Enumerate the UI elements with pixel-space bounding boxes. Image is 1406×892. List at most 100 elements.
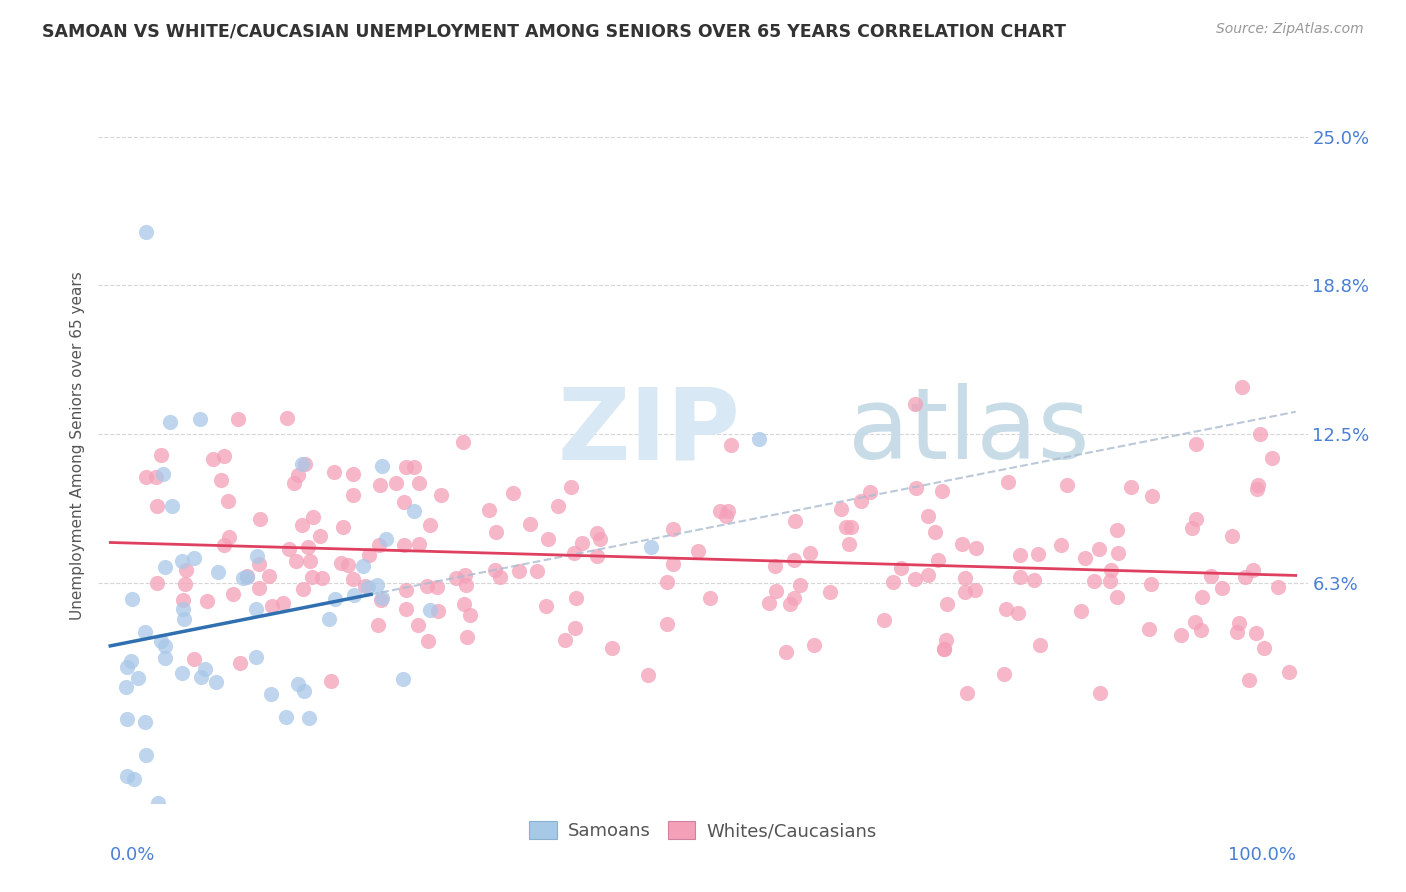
Point	[172, 554, 194, 568]
Point	[637, 668, 659, 682]
Point	[1170, 628, 1192, 642]
Point	[1232, 379, 1254, 393]
Point	[783, 515, 806, 529]
Point	[934, 641, 956, 656]
Point	[709, 504, 731, 518]
Legend: Samoans, Whites/Caucasians: Samoans, Whites/Caucasians	[519, 810, 887, 851]
Point	[188, 411, 211, 425]
Point	[332, 808, 354, 822]
Point	[395, 601, 418, 615]
Point	[115, 681, 138, 695]
Point	[585, 549, 607, 564]
Point	[835, 520, 858, 534]
Point	[820, 585, 842, 599]
Point	[427, 604, 450, 618]
Point	[859, 484, 882, 499]
Point	[207, 566, 229, 580]
Point	[783, 552, 806, 566]
Point	[368, 538, 391, 552]
Point	[717, 504, 740, 518]
Point	[226, 411, 249, 425]
Point	[222, 587, 245, 601]
Point	[779, 598, 801, 612]
Point	[699, 591, 721, 605]
Point	[1022, 573, 1045, 587]
Point	[1222, 528, 1244, 542]
Point	[329, 556, 352, 570]
Point	[155, 639, 177, 653]
Point	[395, 582, 418, 597]
Point	[763, 558, 786, 573]
Point	[247, 581, 270, 595]
Point	[236, 569, 259, 583]
Point	[287, 468, 309, 483]
Point	[1189, 623, 1212, 637]
Point	[562, 546, 585, 560]
Text: 100.0%: 100.0%	[1227, 846, 1296, 863]
Point	[173, 577, 195, 591]
Point	[458, 608, 481, 623]
Point	[419, 517, 441, 532]
Point	[122, 772, 145, 786]
Point	[927, 553, 949, 567]
Point	[1010, 549, 1032, 563]
Point	[714, 508, 737, 523]
Point	[775, 645, 797, 659]
Point	[385, 476, 408, 491]
Point	[1226, 624, 1249, 639]
Point	[195, 593, 218, 607]
Point	[765, 583, 787, 598]
Point	[159, 415, 181, 429]
Point	[274, 709, 297, 723]
Point	[1185, 437, 1208, 451]
Point	[953, 571, 976, 585]
Point	[519, 516, 541, 531]
Y-axis label: Unemployment Among Seniors over 65 years: Unemployment Among Seniors over 65 years	[70, 272, 86, 620]
Point	[318, 612, 340, 626]
Point	[783, 591, 806, 605]
Point	[160, 499, 183, 513]
Point	[367, 618, 389, 632]
Point	[1267, 580, 1289, 594]
Point	[170, 665, 193, 680]
Point	[1278, 665, 1301, 679]
Point	[301, 509, 323, 524]
Point	[917, 509, 939, 524]
Point	[301, 570, 323, 584]
Point	[662, 522, 685, 536]
Point	[1105, 523, 1128, 537]
Point	[357, 580, 380, 594]
Point	[245, 602, 267, 616]
Point	[456, 578, 478, 592]
Point	[655, 617, 678, 632]
Point	[993, 666, 1015, 681]
Point	[297, 540, 319, 554]
Point	[931, 483, 953, 498]
Point	[426, 580, 449, 594]
Point	[1191, 590, 1213, 604]
Point	[311, 571, 333, 585]
Point	[146, 796, 169, 810]
Point	[134, 624, 156, 639]
Point	[554, 633, 576, 648]
Point	[309, 529, 332, 543]
Point	[277, 542, 299, 557]
Point	[1233, 570, 1256, 584]
Point	[394, 538, 416, 552]
Point	[453, 434, 475, 449]
Point	[404, 459, 426, 474]
Point	[229, 656, 252, 670]
Point	[342, 467, 364, 481]
Point	[343, 589, 366, 603]
Point	[1121, 480, 1143, 494]
Point	[117, 712, 139, 726]
Point	[564, 621, 586, 635]
Point	[1227, 616, 1250, 631]
Point	[1029, 638, 1052, 652]
Point	[953, 584, 976, 599]
Point	[260, 599, 283, 614]
Point	[560, 480, 582, 494]
Point	[453, 598, 475, 612]
Point	[342, 488, 364, 502]
Text: Source: ZipAtlas.com: Source: ZipAtlas.com	[1216, 22, 1364, 37]
